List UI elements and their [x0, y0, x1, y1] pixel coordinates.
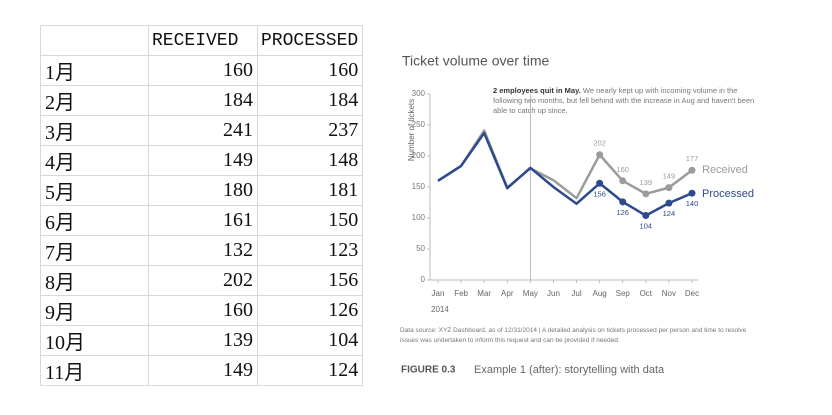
x-tick-label: Jun	[547, 289, 560, 298]
y-tick-label: 150	[412, 182, 426, 191]
row-label: 2月	[40, 85, 149, 116]
series-label: Processed	[702, 188, 754, 200]
point	[688, 189, 696, 197]
series-label: Received	[702, 164, 748, 176]
source-box: Data source: XYZ Dashboard, as of 12/31/…	[400, 327, 747, 344]
row-label: 3月	[40, 115, 149, 146]
value-cell: 156	[256, 265, 364, 296]
value-label: 140	[686, 199, 699, 208]
x-tick-label: Mar	[477, 289, 491, 298]
row: 11月 149 124	[40, 355, 364, 386]
point	[665, 199, 673, 207]
value-cell: 160	[148, 295, 258, 326]
y-tick-label: 250	[412, 120, 426, 129]
y-tick-label: 0	[421, 275, 426, 284]
value-label: 124	[663, 209, 676, 218]
x-tick-label: Oct	[640, 289, 653, 298]
value-cell: 237	[256, 115, 364, 146]
source: Data source: XYZ Dashboard, as of 12/31/…	[400, 327, 747, 344]
value-cell: 126	[256, 295, 364, 326]
spreadsheet: RECEIVED PROCESSED 1月 160 160 2月 184 184 3月 241 2…	[40, 25, 364, 386]
x-tick-label: Feb	[454, 289, 468, 298]
value-label: 126	[616, 208, 629, 217]
x-tick-label: Sep	[616, 289, 631, 298]
point	[665, 184, 673, 192]
value-cell: 149	[148, 355, 258, 386]
row: 1月 160 160	[40, 55, 364, 86]
value-label: 177	[686, 154, 699, 163]
value-cell: 184	[256, 85, 364, 116]
value-cell: 123	[256, 235, 364, 266]
y-tick-label: 100	[412, 213, 426, 222]
value-label: 202	[593, 139, 606, 148]
row: 9月 160 126	[40, 295, 364, 326]
value-label: 149	[663, 172, 676, 181]
x-tick-label: Jan	[432, 289, 445, 298]
row: 7月 132 123	[40, 235, 364, 266]
y-axis-label: Number of tickets	[407, 99, 416, 161]
row-label: 5月	[40, 175, 149, 206]
value-label: 139	[640, 178, 653, 187]
value-cell: 202	[148, 265, 258, 296]
point	[619, 198, 627, 206]
value-cell: 181	[256, 175, 364, 206]
value-label: 104	[640, 222, 653, 231]
point	[596, 179, 604, 187]
row-label: 11月	[40, 355, 149, 386]
series-line	[437, 129, 693, 200]
row: 3月 241 237	[40, 115, 364, 146]
value-label: 156	[593, 189, 606, 198]
x-tick-label: May	[523, 289, 538, 298]
point	[596, 151, 604, 159]
y-tick-label: 50	[416, 244, 425, 253]
y-tick-label: 300	[412, 89, 426, 98]
x-tick-label: Dec	[685, 289, 699, 298]
y-tick-label: 200	[412, 151, 426, 160]
value-cell: 161	[148, 205, 258, 236]
value-cell: 104	[256, 325, 364, 356]
row: 2月 184 184	[40, 85, 364, 116]
row-label: 10月	[40, 325, 149, 356]
row: 10月 139 104	[40, 325, 364, 356]
annotation: 2 employees quit in May. We nearly kept …	[493, 86, 761, 116]
x-tick-label: Aug	[593, 289, 607, 298]
point	[642, 190, 650, 198]
x-tick-label: Apr	[501, 289, 514, 298]
value-cell: 160	[256, 55, 364, 86]
value-cell: 132	[148, 235, 258, 266]
point	[688, 166, 696, 174]
value-cell: 139	[148, 325, 258, 356]
row: 8月 202 156	[40, 265, 364, 296]
row: 5月 180 181	[40, 175, 364, 206]
point	[619, 177, 627, 185]
row-label: 9月	[40, 295, 149, 326]
x-year: 2014	[431, 305, 449, 314]
caption: Example 1 (after): storytelling with dat…	[474, 364, 665, 376]
row-label: 7月	[40, 235, 149, 266]
row-label: 1月	[40, 55, 149, 86]
row-label: 6月	[40, 205, 149, 236]
row: 4月 149 148	[40, 145, 364, 176]
value-label: 160	[616, 165, 629, 174]
value-cell: 241	[148, 115, 258, 146]
x-tick-label: Jul	[571, 289, 581, 298]
x-tick-label: Nov	[662, 289, 676, 298]
annotation-box: 2 employees quit in May. We nearly kept …	[493, 86, 761, 116]
value-cell: 124	[256, 355, 364, 386]
series-line	[437, 131, 693, 217]
annotation-bold: 2 employees quit in May.	[493, 86, 581, 95]
row-label: 8月	[40, 265, 149, 296]
point	[642, 212, 650, 220]
figure-label: FIGURE 0.3	[401, 365, 456, 376]
chart-title: Ticket volume over time	[402, 53, 550, 69]
